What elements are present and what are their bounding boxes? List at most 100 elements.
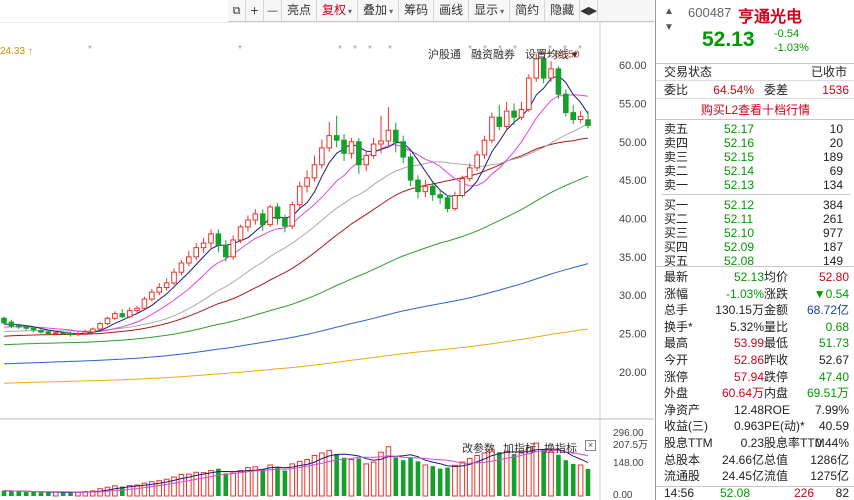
ask-row[interactable]: 卖一 52.13 134 xyxy=(656,178,854,192)
candle-body-up xyxy=(141,298,148,309)
stat-label: 金额 xyxy=(764,303,789,318)
hk-connect-link[interactable]: 沪股通 xyxy=(428,49,461,61)
stat-label: 总值 xyxy=(764,452,789,467)
toolbar-label: + xyxy=(249,4,260,17)
kline-chart-area[interactable]: * * * * * * * * * * * * * 60.00 55.00 50.00 45.00 40.00 35… xyxy=(0,22,654,500)
toolbar-button-6[interactable]: 筹码 xyxy=(399,0,435,22)
volume-bar-up xyxy=(378,451,384,497)
candle-body-up xyxy=(474,154,480,169)
next-stock-icon[interactable]: ▼ xyxy=(664,22,674,33)
volume-bar-up xyxy=(163,478,170,497)
volume-bar-up xyxy=(304,459,310,497)
stat-row: 总手 130.15万 金额 68.72亿 xyxy=(656,302,854,318)
candle-body-down xyxy=(496,116,503,127)
stat-value: 52.86 xyxy=(733,353,764,367)
volume-bar-up xyxy=(518,452,525,497)
candle-body-down xyxy=(429,185,436,196)
volume-bar-up xyxy=(526,446,532,497)
price-axis-label: 55.00 xyxy=(619,98,647,110)
toolbar-button-10[interactable]: 隐藏 xyxy=(545,0,581,22)
volume-bar-down xyxy=(400,460,406,496)
candle-body-down xyxy=(333,135,340,141)
price-axis-label: 60.00 xyxy=(619,60,647,72)
volume-bar-up xyxy=(230,472,236,497)
kline-chart[interactable]: * * * * * * * * * * * * * 60.00 55.00 50.00 45.00 40.00 35… xyxy=(0,22,654,500)
volume-bar-up xyxy=(156,480,163,497)
set-ma-dropdown[interactable]: 设置均线 ▾ xyxy=(525,49,578,61)
volume-bar-down xyxy=(393,457,399,496)
level-volume: 149 xyxy=(822,254,843,268)
bid-row[interactable]: 买一 52.12 384 xyxy=(656,198,854,212)
bid-row[interactable]: 买二 52.11 261 xyxy=(656,212,854,226)
stat-label: 最高 xyxy=(664,336,689,351)
toolbar-button-3[interactable]: 亮点 xyxy=(282,0,318,22)
stat-value: 40.59 xyxy=(818,419,849,434)
volume-bar-down xyxy=(38,492,44,496)
ask-row[interactable]: 卖三 52.15 189 xyxy=(656,150,854,164)
ask-row[interactable]: 卖二 52.14 69 xyxy=(656,164,854,178)
stat-value: 57.94 xyxy=(733,369,764,384)
stat-label: 均价 xyxy=(764,270,789,284)
prev-stock-icon[interactable]: ▲ xyxy=(664,6,674,17)
candle-body-up xyxy=(526,77,532,111)
volume-bar-up xyxy=(459,461,466,497)
stat-value: ▼0.54 xyxy=(813,286,849,301)
volume-bar-up xyxy=(503,450,510,497)
window-icon[interactable]: ⧉ xyxy=(228,0,246,22)
margin-trading-link[interactable]: 融资融券 xyxy=(471,49,515,61)
candle-body-up xyxy=(533,58,540,79)
ma5-line xyxy=(3,75,589,335)
stat-value: 52.80 xyxy=(818,270,849,284)
volume-bar-up xyxy=(481,452,488,497)
buy-l2-link[interactable]: 购买L2查看十档行情 xyxy=(656,101,854,120)
ma30-line xyxy=(3,137,589,337)
toolbar-label: 隐藏 xyxy=(550,3,575,17)
candle-body-up xyxy=(466,167,473,180)
level-volume: 10 xyxy=(829,122,843,136)
quote-stats: 最新 52.13 均价 52.80 涨幅 -1.03% 涨跌 ▼0.54 总手 130.15万 金额… xyxy=(656,266,854,483)
level-volume: 187 xyxy=(822,240,843,254)
candle-body-up xyxy=(304,177,310,187)
bid-row[interactable]: 买四 52.09 187 xyxy=(656,240,854,254)
bid-row[interactable]: 买三 52.10 977 xyxy=(656,226,854,240)
order-book-divider xyxy=(662,194,850,195)
zoom-in-icon[interactable]: + xyxy=(246,0,264,22)
zoom-out-icon[interactable]: — xyxy=(264,0,282,22)
ask-row[interactable]: 卖四 52.16 20 xyxy=(656,136,854,150)
level-price: 52.13 xyxy=(724,178,755,192)
ma60-line xyxy=(3,175,589,346)
event-marker: * xyxy=(353,44,357,55)
stat-label: 跌停 xyxy=(764,369,789,384)
level-volume: 134 xyxy=(822,178,843,192)
stat-label: 最新 xyxy=(664,270,689,284)
candle-body-down xyxy=(563,93,569,114)
ask-row[interactable]: 卖五 52.17 10 xyxy=(656,122,854,136)
stat-value: -1.03% xyxy=(725,286,764,301)
level-price: 52.17 xyxy=(724,122,755,136)
toolbar-button-5[interactable]: 叠加 ▾ xyxy=(358,0,400,22)
tick-row: 14:56 52.08 226 82 xyxy=(656,486,854,500)
event-marker: * xyxy=(388,44,392,55)
toolbar-label: 画线 xyxy=(439,3,464,17)
scroll-arrows-icon[interactable]: ◀▶ xyxy=(580,0,599,22)
price-axis-label: 50.00 xyxy=(619,137,647,149)
toolbar-button-8[interactable]: 显示 ▾ xyxy=(469,0,511,22)
close-icon[interactable]: × xyxy=(585,440,596,451)
toolbar-button-9[interactable]: 简约 xyxy=(510,0,546,22)
switch-indicator-link[interactable]: 换指标 xyxy=(544,443,577,455)
toolbar-button-7[interactable]: 画线 xyxy=(434,0,470,22)
bid-row[interactable]: 买五 52.08 149 xyxy=(656,254,854,268)
volume-bar-up xyxy=(267,464,273,497)
edit-params-link[interactable]: 改参数 xyxy=(462,443,495,455)
stat-value: 52.13 xyxy=(733,270,764,284)
candle-body-up xyxy=(208,233,214,244)
candle-body-up xyxy=(296,185,303,206)
level-volume: 20 xyxy=(829,136,843,150)
toolbar-button-4[interactable]: 复权 ▾ xyxy=(317,0,359,22)
stat-label: 总股本 xyxy=(664,452,701,467)
volume-bar-up xyxy=(149,481,155,497)
stat-row: 总股本 24.66亿 总值 1286亿 xyxy=(656,452,854,468)
add-indicator-link[interactable]: 加指标 xyxy=(503,443,536,455)
stat-row: 净资产 12.48 ROE 7.99% xyxy=(656,402,854,418)
order-diff-label: 委差 xyxy=(764,83,789,97)
